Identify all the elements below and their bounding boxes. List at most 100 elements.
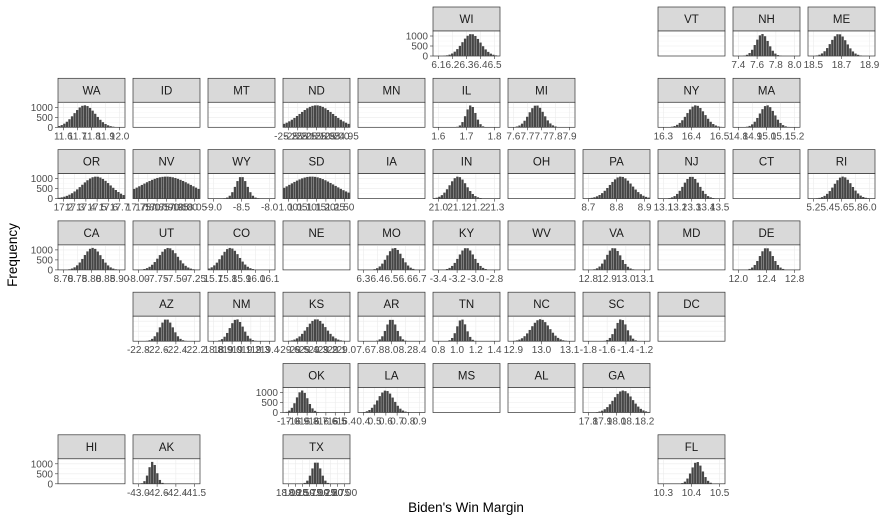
histogram-bar <box>631 269 635 270</box>
histogram-bar <box>818 197 821 199</box>
x-tick-label: 5.4 <box>820 203 834 214</box>
histogram-bar <box>551 125 555 128</box>
x-tick-label: 15.8 <box>218 274 238 285</box>
histogram-bar <box>306 480 309 484</box>
x-tick-label: 12.0 <box>729 274 749 285</box>
facet-strip <box>282 434 351 460</box>
x-tick-label: 18.9 <box>860 60 880 71</box>
panel-de: DE 12.0 12.4 12.8 <box>729 220 805 285</box>
facet-strip <box>582 291 651 317</box>
x-tick-label: -2.8 <box>486 274 504 285</box>
histogram-bar <box>145 182 149 199</box>
histogram-bar <box>714 125 717 128</box>
facet-strip <box>657 149 726 174</box>
histogram-bar <box>174 253 177 270</box>
histogram-bar <box>844 40 847 56</box>
histogram-bar <box>639 194 642 199</box>
histogram-bar <box>854 53 857 56</box>
histogram-bar <box>820 53 824 56</box>
panel-ne: NE <box>282 220 351 271</box>
facet-strip <box>207 77 276 103</box>
histogram-bar <box>316 411 319 413</box>
histogram-bar <box>399 336 402 342</box>
histogram-bar <box>691 176 694 199</box>
histogram-bar <box>391 248 394 270</box>
histogram-bar <box>283 187 286 199</box>
x-tick-label: 19.4 <box>260 345 280 356</box>
histogram-bar <box>158 479 162 484</box>
histogram-bar <box>601 193 604 199</box>
histogram-bar <box>189 268 192 270</box>
x-tick-label: 21.0 <box>429 203 449 214</box>
x-tick-label: 7.8 <box>769 60 783 71</box>
histogram-bar <box>106 265 110 270</box>
x-tick-label: 17.4 <box>76 203 96 214</box>
histogram-bar <box>745 126 749 128</box>
histogram-bar <box>342 121 345 128</box>
histogram-bar <box>169 248 172 270</box>
histogram-bar <box>448 267 451 270</box>
histogram-bar <box>251 340 255 342</box>
histogram-bar <box>608 250 612 270</box>
panel-ny: NY 16.3 16.4 16.5 <box>654 77 730 142</box>
histogram-bar <box>285 186 288 199</box>
facet-label: CT <box>759 157 774 169</box>
panel-nc: NC 12.9 13.0 13.1 <box>504 291 580 356</box>
histogram-bar <box>619 255 622 270</box>
facet-strip <box>807 6 876 32</box>
histogram-bar <box>435 197 438 199</box>
x-tick-label: 8.80 <box>82 274 102 285</box>
x-tick-label: 0.5 <box>368 417 382 428</box>
histogram-bar <box>86 106 89 128</box>
histogram-bar <box>481 126 485 128</box>
facet-label: MO <box>382 228 401 240</box>
histogram-bar <box>683 481 687 484</box>
histogram-bar <box>753 45 756 56</box>
histogram-bar <box>751 124 754 128</box>
histogram-bar <box>249 192 252 199</box>
histogram-bar <box>471 194 474 199</box>
facet-strip <box>207 149 276 174</box>
histogram-bar <box>339 119 342 128</box>
facet-strip <box>432 6 501 32</box>
histogram-bar <box>624 178 627 199</box>
histogram-bar <box>701 111 705 128</box>
x-tick-label: -3.0 <box>467 274 485 285</box>
x-tick-label: 8.90 <box>110 274 130 285</box>
x-tick-label: 1.6 <box>431 131 445 142</box>
histogram-bar <box>531 326 534 342</box>
histogram-bar <box>303 392 306 413</box>
histogram-bar <box>76 189 79 199</box>
facet-label: MT <box>233 85 250 97</box>
histogram-bar <box>836 180 839 199</box>
facet-label: VA <box>609 228 624 240</box>
x-tick-label: 17.5 <box>87 203 107 214</box>
histogram-bar <box>820 197 824 199</box>
histogram-bar <box>91 110 94 128</box>
histogram-bar <box>251 195 255 199</box>
histogram-bar <box>463 324 467 342</box>
histogram-bar <box>619 176 622 199</box>
histogram-bar <box>683 182 687 199</box>
histogram-bar <box>337 339 340 342</box>
histogram-bar <box>476 197 480 199</box>
histogram-bar <box>763 248 767 270</box>
facet-label: SD <box>309 157 325 169</box>
histogram-bar <box>833 36 837 56</box>
histogram-bar <box>181 180 185 199</box>
panel-sc: SC -1.8 -1.6 -1.4 -1.2 <box>580 291 654 356</box>
histogram-bar <box>774 115 777 128</box>
x-tick-label: 12.8 <box>785 274 805 285</box>
facet-label: NE <box>309 228 325 240</box>
histogram-bar <box>96 176 99 199</box>
histogram-bar <box>184 265 187 270</box>
histogram-bar <box>101 178 105 199</box>
histogram-bar <box>551 332 555 342</box>
histogram-bar <box>466 331 469 342</box>
x-tick-label: 6.1 <box>431 60 445 71</box>
histogram-bar <box>854 190 857 199</box>
histogram-bar <box>616 251 619 270</box>
histogram-bar <box>94 248 97 270</box>
